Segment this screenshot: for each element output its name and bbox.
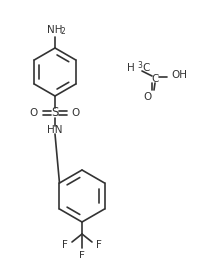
Text: S: S — [51, 107, 59, 119]
Text: O: O — [143, 92, 151, 102]
Text: C: C — [151, 74, 159, 84]
Text: F: F — [62, 240, 68, 250]
Text: NH: NH — [47, 25, 63, 35]
Text: O: O — [30, 108, 38, 118]
Text: 2: 2 — [61, 27, 65, 36]
Text: O: O — [72, 108, 80, 118]
Text: C: C — [142, 63, 149, 73]
Text: F: F — [96, 240, 102, 250]
Text: OH: OH — [171, 70, 187, 80]
Text: 3: 3 — [137, 61, 142, 70]
Text: HN: HN — [47, 125, 63, 135]
Text: H: H — [127, 63, 135, 73]
Text: F: F — [79, 251, 85, 258]
